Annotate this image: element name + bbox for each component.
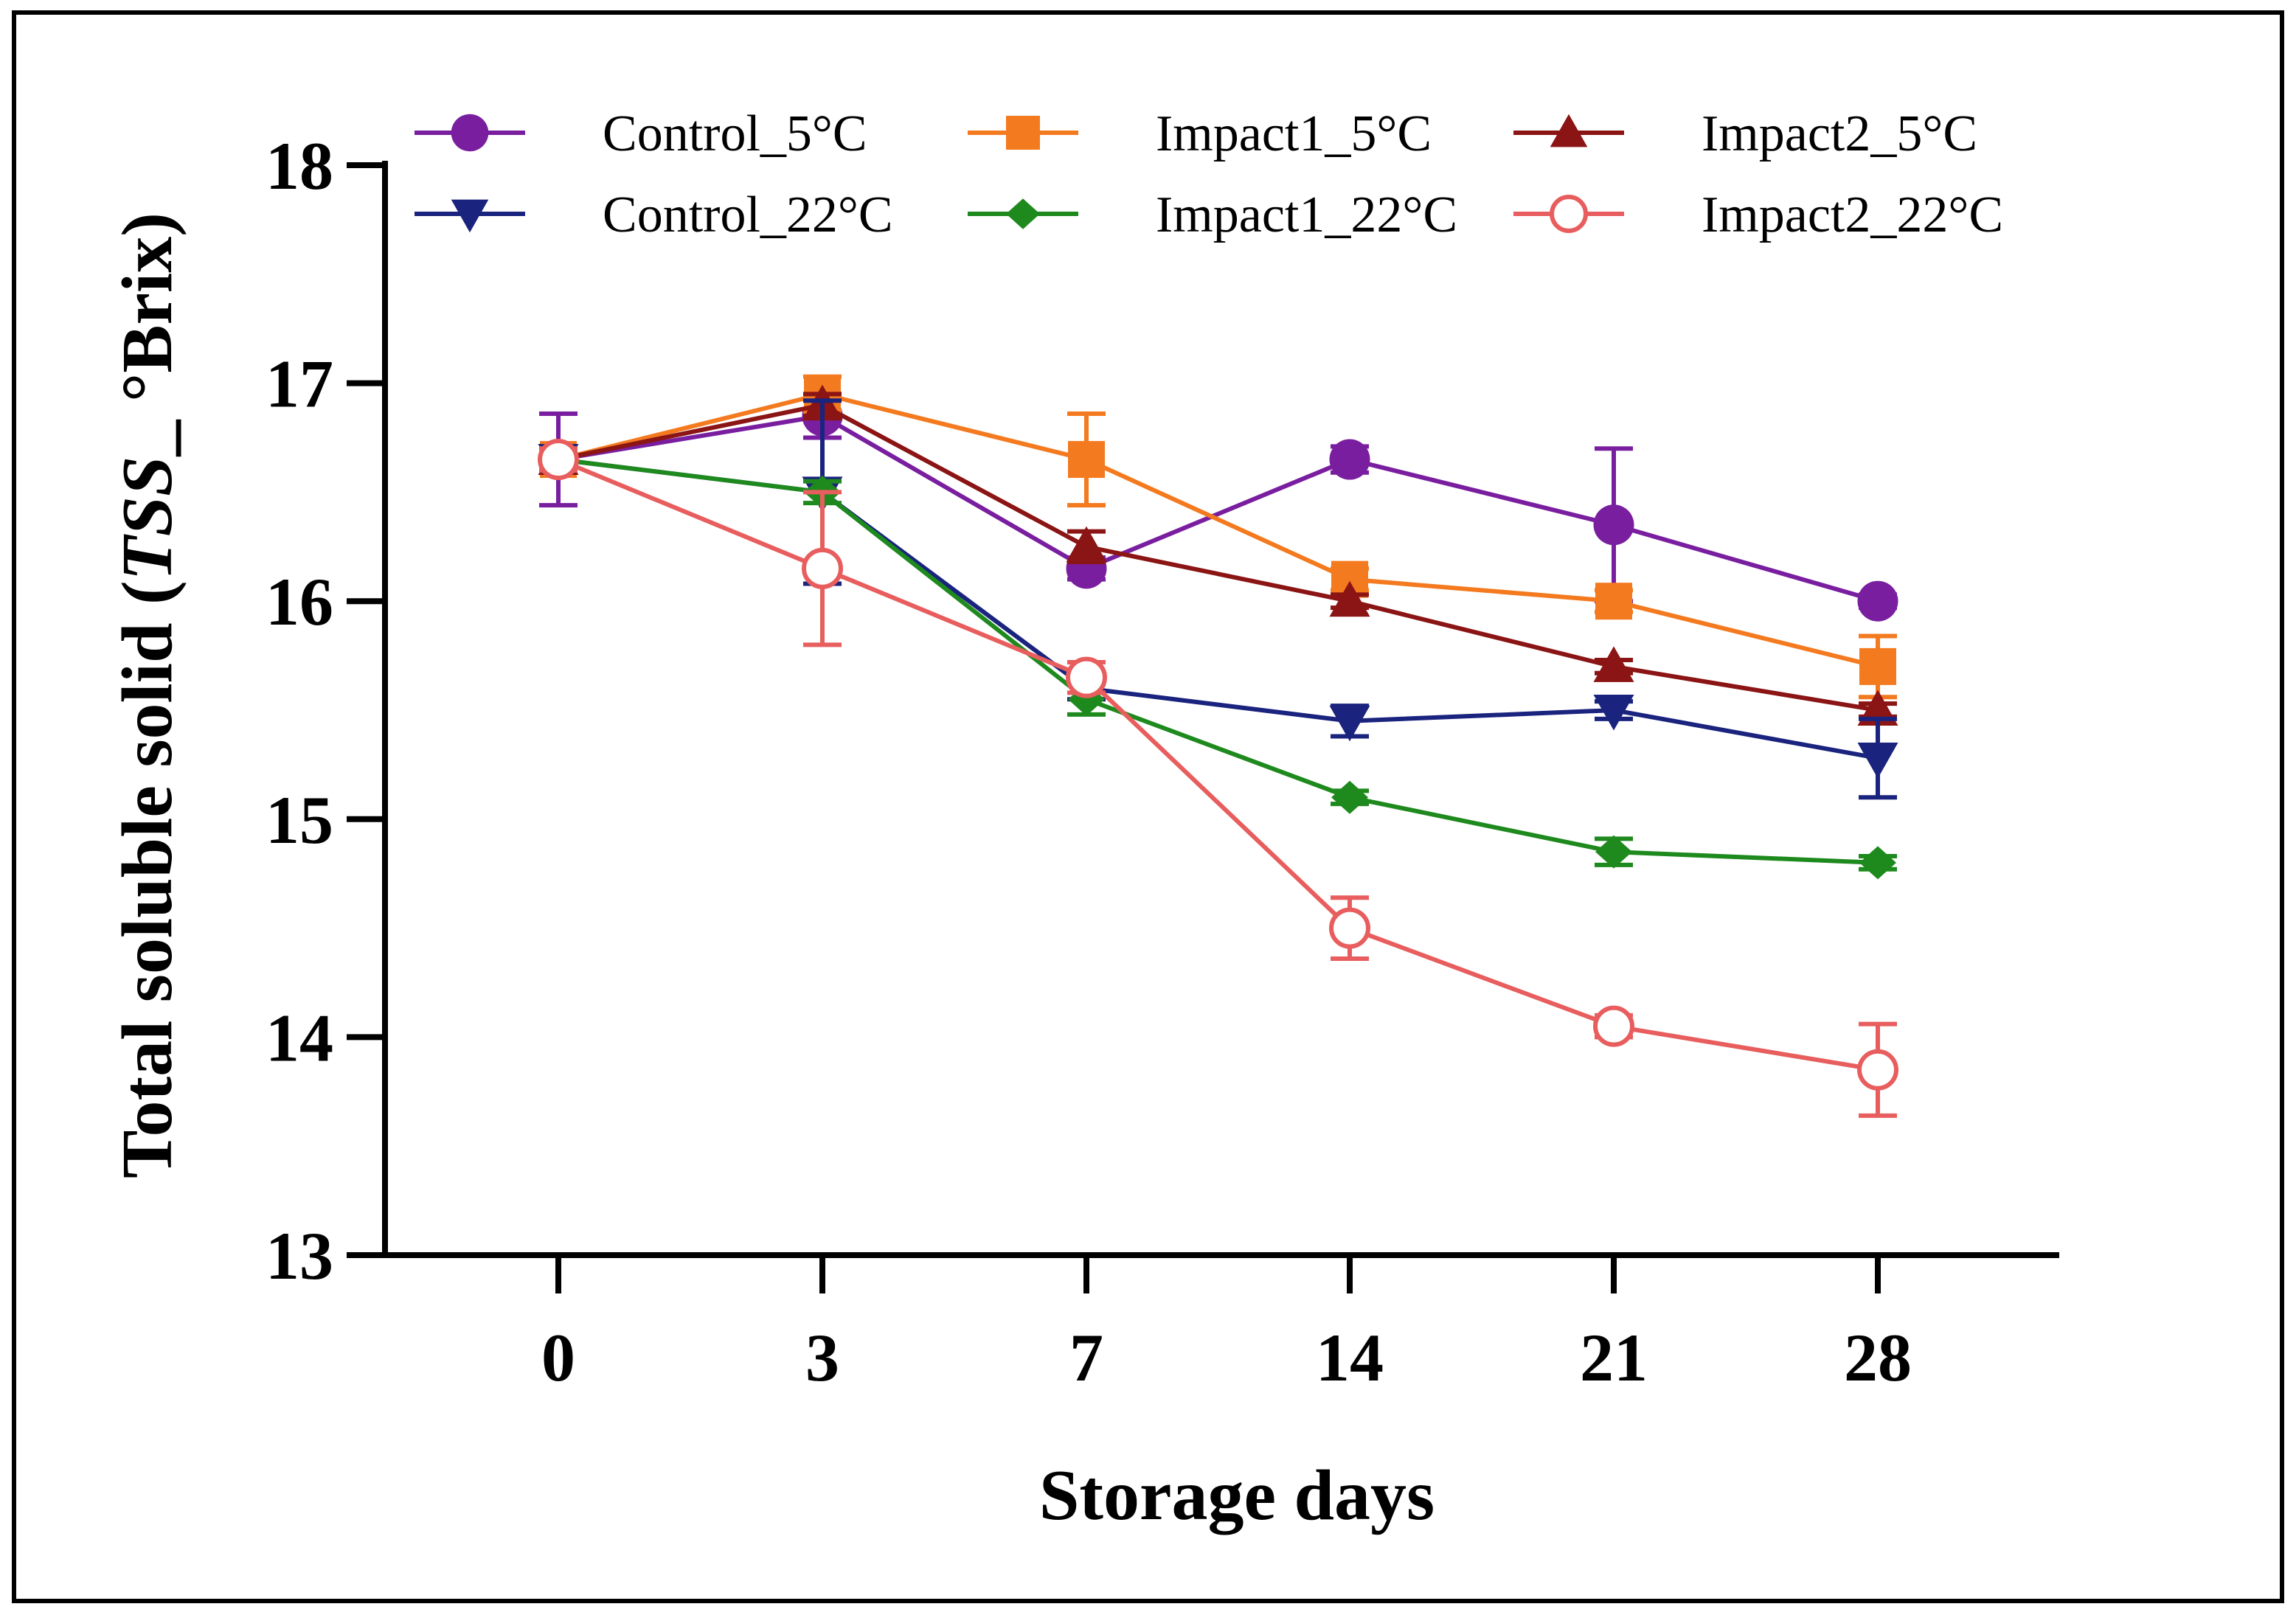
legend-marker xyxy=(1550,195,1588,233)
legend-item: Control_5°C xyxy=(415,105,867,162)
series-line xyxy=(558,413,1879,604)
legend-item: Impact2_5°C xyxy=(1513,105,1977,162)
data-point xyxy=(1329,439,1370,480)
tss-line-chart: 13 14 15 16 17 18 0 3 7 14 21 28 Control_5°C Impact1… xyxy=(108,105,2059,1535)
y-axis-title: Total soluble solid (TSS_ °Brix) xyxy=(108,212,187,1178)
series-layer xyxy=(538,374,1898,1118)
data-point xyxy=(1593,646,1634,682)
data-point xyxy=(1593,504,1634,546)
y-tick-label: 13 xyxy=(266,1218,333,1293)
data-point xyxy=(538,439,579,481)
series-6 xyxy=(538,439,1898,1118)
series-line xyxy=(558,403,1879,712)
legend-item: Impact2_22°C xyxy=(1513,187,2003,243)
legend-label: Impact2_22°C xyxy=(1702,187,2003,243)
legend-label: Control_22°C xyxy=(603,187,893,243)
data-point xyxy=(1331,780,1368,814)
x-tick-label: 21 xyxy=(1580,1320,1648,1395)
series-4 xyxy=(538,398,1898,800)
data-point xyxy=(802,547,843,589)
y-axis-title-part-3: _ °Brix) xyxy=(108,212,187,456)
axes-layer: 13 14 15 16 17 18 0 3 7 14 21 28 xyxy=(266,128,2059,1395)
series-5 xyxy=(539,442,1897,880)
x-tick-label: 14 xyxy=(1316,1320,1384,1395)
legend: Control_5°C Impact1_5°C Impact2_5°C Control… xyxy=(415,105,2003,243)
legend-label: Control_5°C xyxy=(603,105,867,162)
data-point xyxy=(1593,1005,1634,1047)
x-tick-label: 28 xyxy=(1844,1320,1912,1395)
data-point xyxy=(1857,743,1898,779)
chart-frame: 13 14 15 16 17 18 0 3 7 14 21 28 Control_5°C Impact1… xyxy=(12,10,2284,1603)
series-line xyxy=(558,457,1879,865)
legend-item: Control_22°C xyxy=(415,187,893,243)
data-point xyxy=(1066,656,1107,698)
legend-marker xyxy=(1550,114,1588,147)
y-tick-label: 18 xyxy=(266,128,333,204)
data-point xyxy=(1859,647,1896,685)
data-point xyxy=(1857,580,1898,622)
data-point xyxy=(1329,705,1370,742)
data-point xyxy=(1329,580,1370,617)
y-tick-label: 16 xyxy=(266,564,333,639)
y-axis-title-part-1: Total soluble solid ( xyxy=(108,580,187,1178)
y-axis-title-italic: TSS xyxy=(108,456,187,580)
y-tick-label: 14 xyxy=(266,1000,333,1075)
data-point xyxy=(1329,907,1370,949)
x-tick-label: 0 xyxy=(541,1320,575,1395)
legend-label: Impact1_22°C xyxy=(1156,187,1457,243)
legend-marker xyxy=(451,114,489,152)
data-point xyxy=(1068,441,1105,479)
legend-item: Impact1_5°C xyxy=(968,105,1432,162)
data-point xyxy=(1066,526,1107,563)
x-tick-label: 7 xyxy=(1069,1320,1103,1395)
series-line xyxy=(558,392,1879,669)
series-3 xyxy=(538,384,1898,726)
legend-marker xyxy=(1006,198,1040,229)
x-tick-label: 3 xyxy=(805,1320,839,1395)
series-line xyxy=(558,457,1879,760)
legend-marker xyxy=(1006,116,1040,150)
data-point xyxy=(1593,695,1634,731)
data-point xyxy=(1857,1049,1898,1091)
legend-label: Impact2_5°C xyxy=(1702,105,1977,162)
series-line xyxy=(557,457,1879,1072)
data-point xyxy=(1595,583,1632,620)
y-tick-label: 17 xyxy=(266,347,333,422)
data-point xyxy=(1859,846,1896,880)
y-tick-label: 15 xyxy=(266,782,333,858)
legend-item: Impact1_22°C xyxy=(968,187,1457,243)
x-axis-title: Storage days xyxy=(1039,1456,1435,1535)
legend-label: Impact1_5°C xyxy=(1156,105,1432,162)
legend-marker xyxy=(451,199,489,233)
data-point xyxy=(1595,835,1632,869)
series-1 xyxy=(538,392,1898,622)
